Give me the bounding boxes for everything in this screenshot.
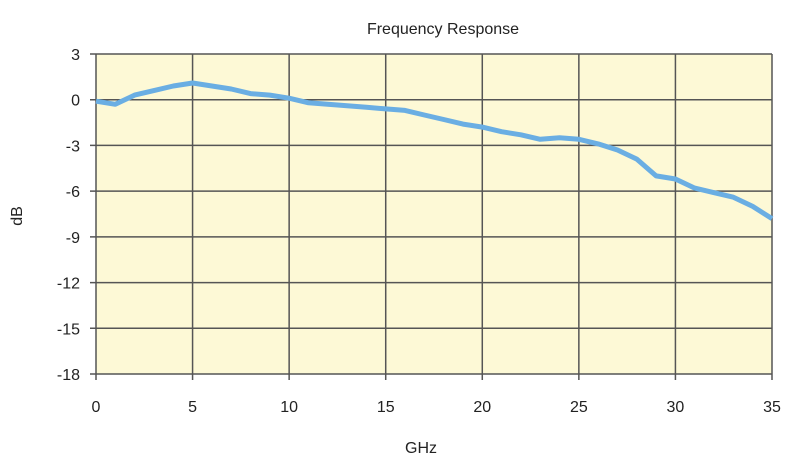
x-tick-label: 0	[92, 399, 101, 416]
y-tick-label: -18	[57, 367, 80, 384]
y-tick-label: -9	[66, 230, 80, 247]
y-tick-label: -3	[66, 138, 80, 155]
x-tick-label: 35	[763, 399, 781, 416]
y-tick-label: -15	[57, 321, 80, 338]
x-tick-label: 15	[377, 399, 395, 416]
y-tick-label: -12	[57, 276, 80, 293]
x-tick-label: 10	[280, 399, 298, 416]
x-tick-label: 20	[473, 399, 491, 416]
plot-area	[96, 54, 772, 374]
chart-title: Frequency Response	[367, 21, 519, 38]
x-tick-label: 25	[570, 399, 588, 416]
series-line	[95, 80, 774, 221]
y-tick-label: 3	[71, 47, 80, 64]
x-tick-label: 5	[188, 399, 197, 416]
x-tick-label: 30	[667, 399, 685, 416]
y-tick-label: 0	[71, 93, 80, 110]
y-axis-label: dB	[9, 206, 26, 226]
x-axis-label: GHz	[405, 440, 437, 457]
y-tick-label: -6	[66, 184, 80, 201]
tick-labels: 30-3-6-9-12-15-180 5 10 15 20 25 30 35	[57, 47, 781, 416]
